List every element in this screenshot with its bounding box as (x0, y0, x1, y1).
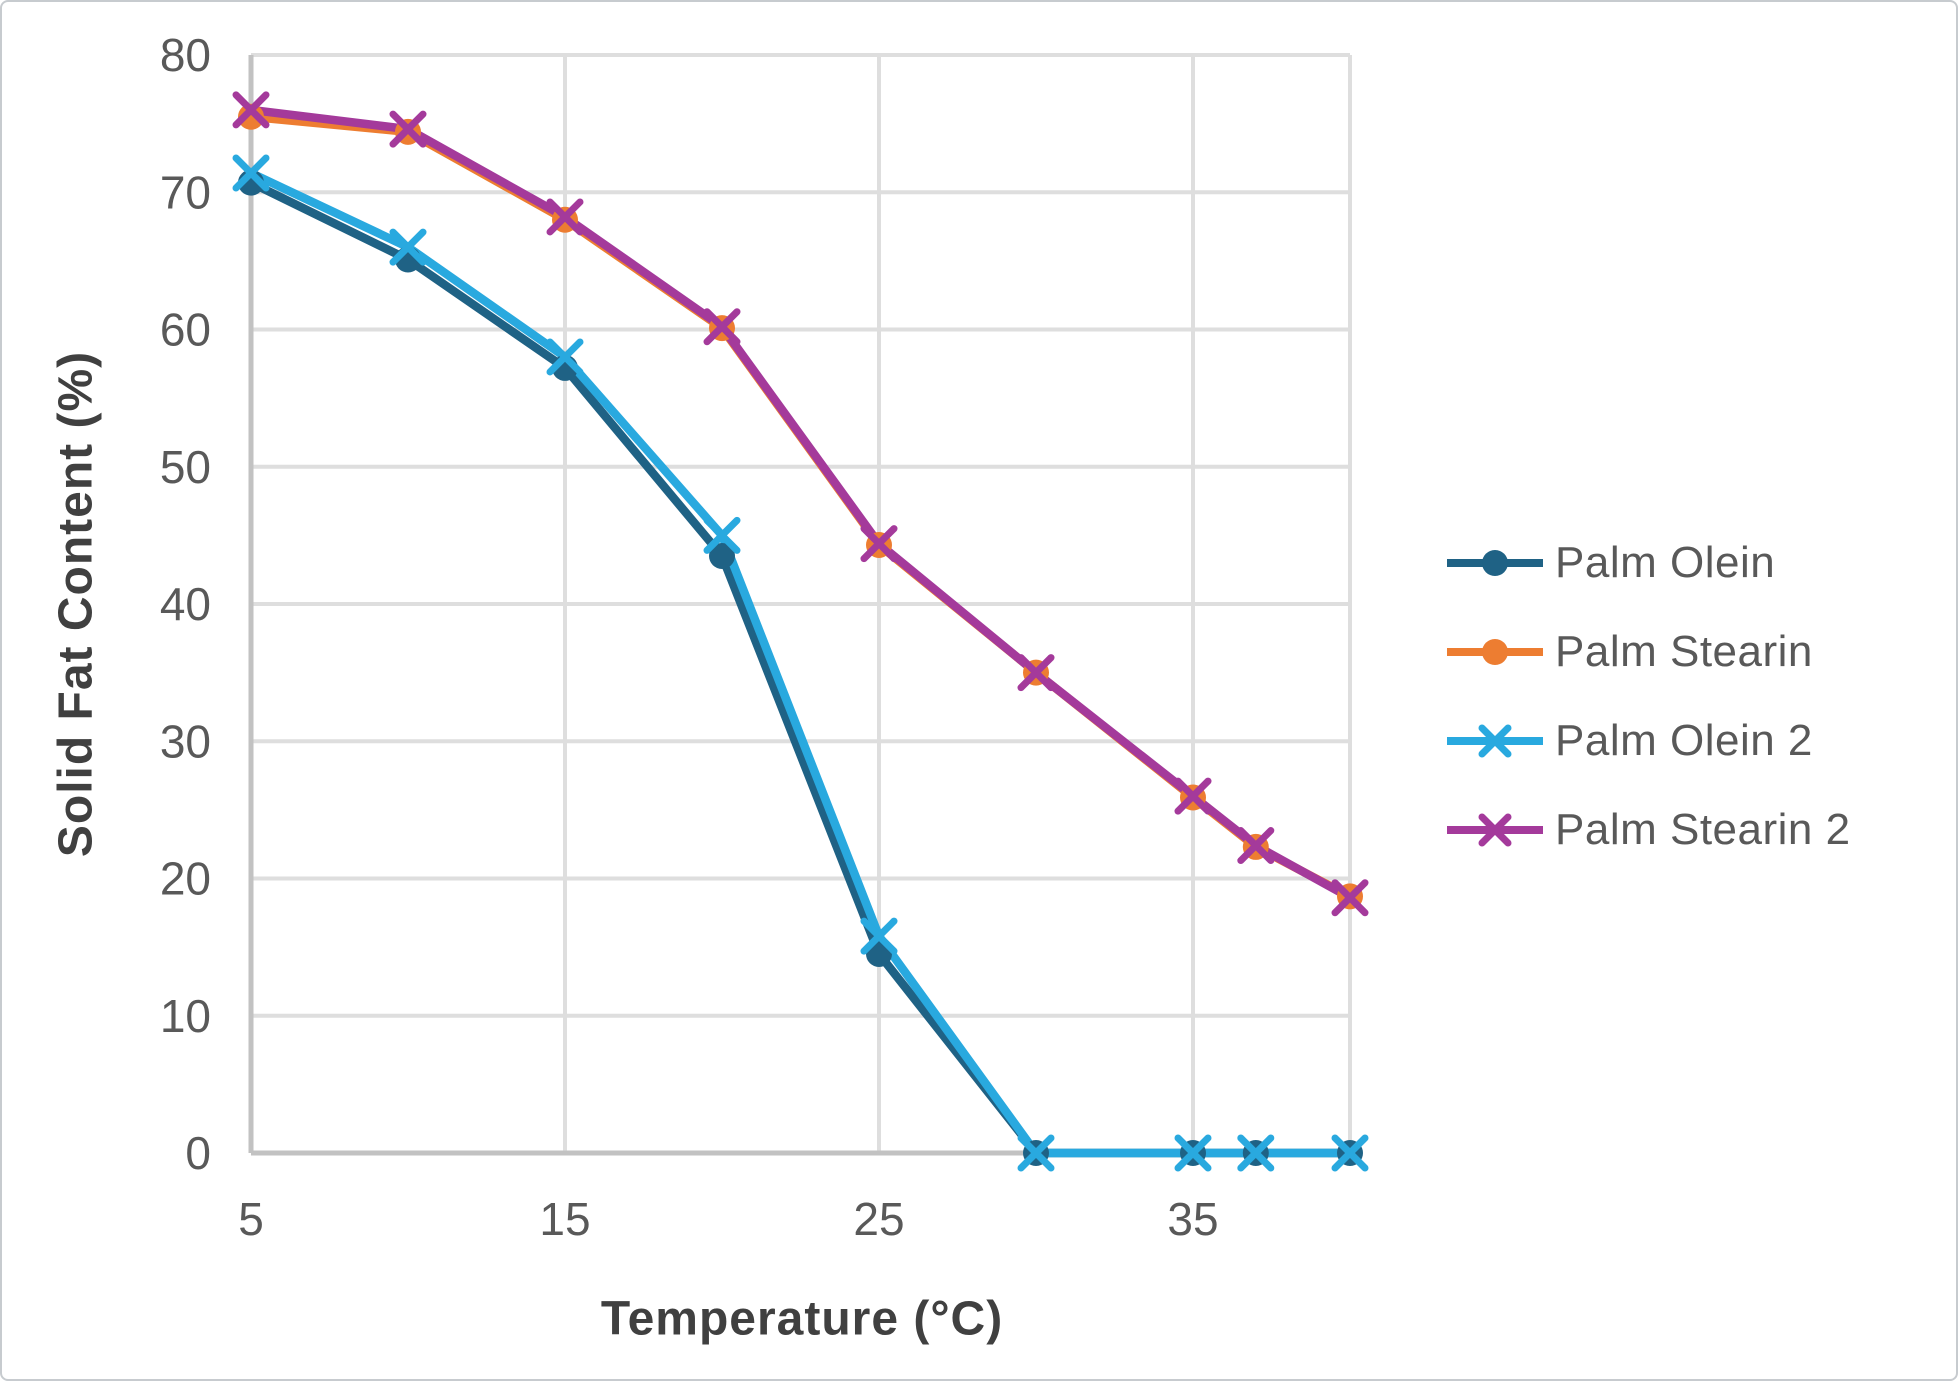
x-marker (232, 154, 270, 192)
x-axis-title: Temperature (°C) (600, 1292, 1004, 1346)
circle-marker (709, 542, 735, 569)
x-marker (1237, 1134, 1275, 1172)
legend-line-circle-swatch (1447, 549, 1543, 576)
y-axis-title: Solid Fat Content (%) (49, 350, 103, 858)
x-marker (389, 110, 427, 148)
x-marker (703, 308, 741, 346)
y-tick-label: 60 (160, 304, 211, 356)
series-line (246, 105, 1355, 902)
series-line (246, 168, 1355, 1158)
series-line (246, 112, 1355, 901)
y-tick-label: 50 (160, 441, 211, 493)
y-tick-label: 70 (160, 166, 211, 218)
y-tick-label: 20 (160, 853, 211, 905)
x-marker (1017, 1134, 1055, 1172)
x-marker (389, 228, 427, 266)
legend: Palm Olein Palm Stearin Palm Olein 2 Palm S… (1445, 518, 1851, 874)
legend-label: Palm Stearin 2 (1555, 804, 1851, 854)
legend-line-x-swatch (1447, 813, 1543, 846)
x-marker (546, 198, 584, 236)
y-tick-label: 30 (160, 715, 211, 767)
y-tick-label: 40 (160, 578, 211, 630)
x-marker (1331, 1134, 1369, 1172)
legend-line-x-swatch (1447, 724, 1543, 757)
x-marker (232, 91, 270, 129)
x-marker (860, 917, 898, 955)
x-marker (1237, 827, 1275, 865)
legend-label: Palm Olein 2 (1555, 715, 1813, 765)
legend-line-circle-swatch (1447, 638, 1543, 665)
legend-label: Palm Olein (1555, 537, 1776, 587)
legend-item: Palm Stearin (1445, 607, 1851, 696)
circle-marker (238, 103, 264, 130)
y-tick-label: 0 (185, 1127, 211, 1179)
x-marker (1017, 654, 1055, 692)
x-marker (1331, 879, 1369, 917)
x-marker (703, 516, 741, 554)
x-tick-label: 5 (238, 1193, 264, 1245)
legend-item: Palm Olein 2 (1445, 696, 1851, 785)
legend-item: Palm Stearin 2 (1445, 785, 1851, 874)
y-tick-label: 80 (160, 29, 211, 81)
x-marker (1174, 777, 1212, 815)
legend-label: Palm Stearin (1555, 626, 1813, 676)
x-tick-label: 35 (1167, 1193, 1218, 1245)
x-tick-label: 15 (539, 1193, 590, 1245)
y-tick-label: 10 (160, 990, 211, 1042)
x-marker (546, 338, 584, 376)
x-tick-label: 25 (853, 1193, 904, 1245)
x-marker (860, 525, 898, 563)
legend-item: Palm Olein (1445, 518, 1851, 607)
x-marker (1174, 1134, 1212, 1172)
